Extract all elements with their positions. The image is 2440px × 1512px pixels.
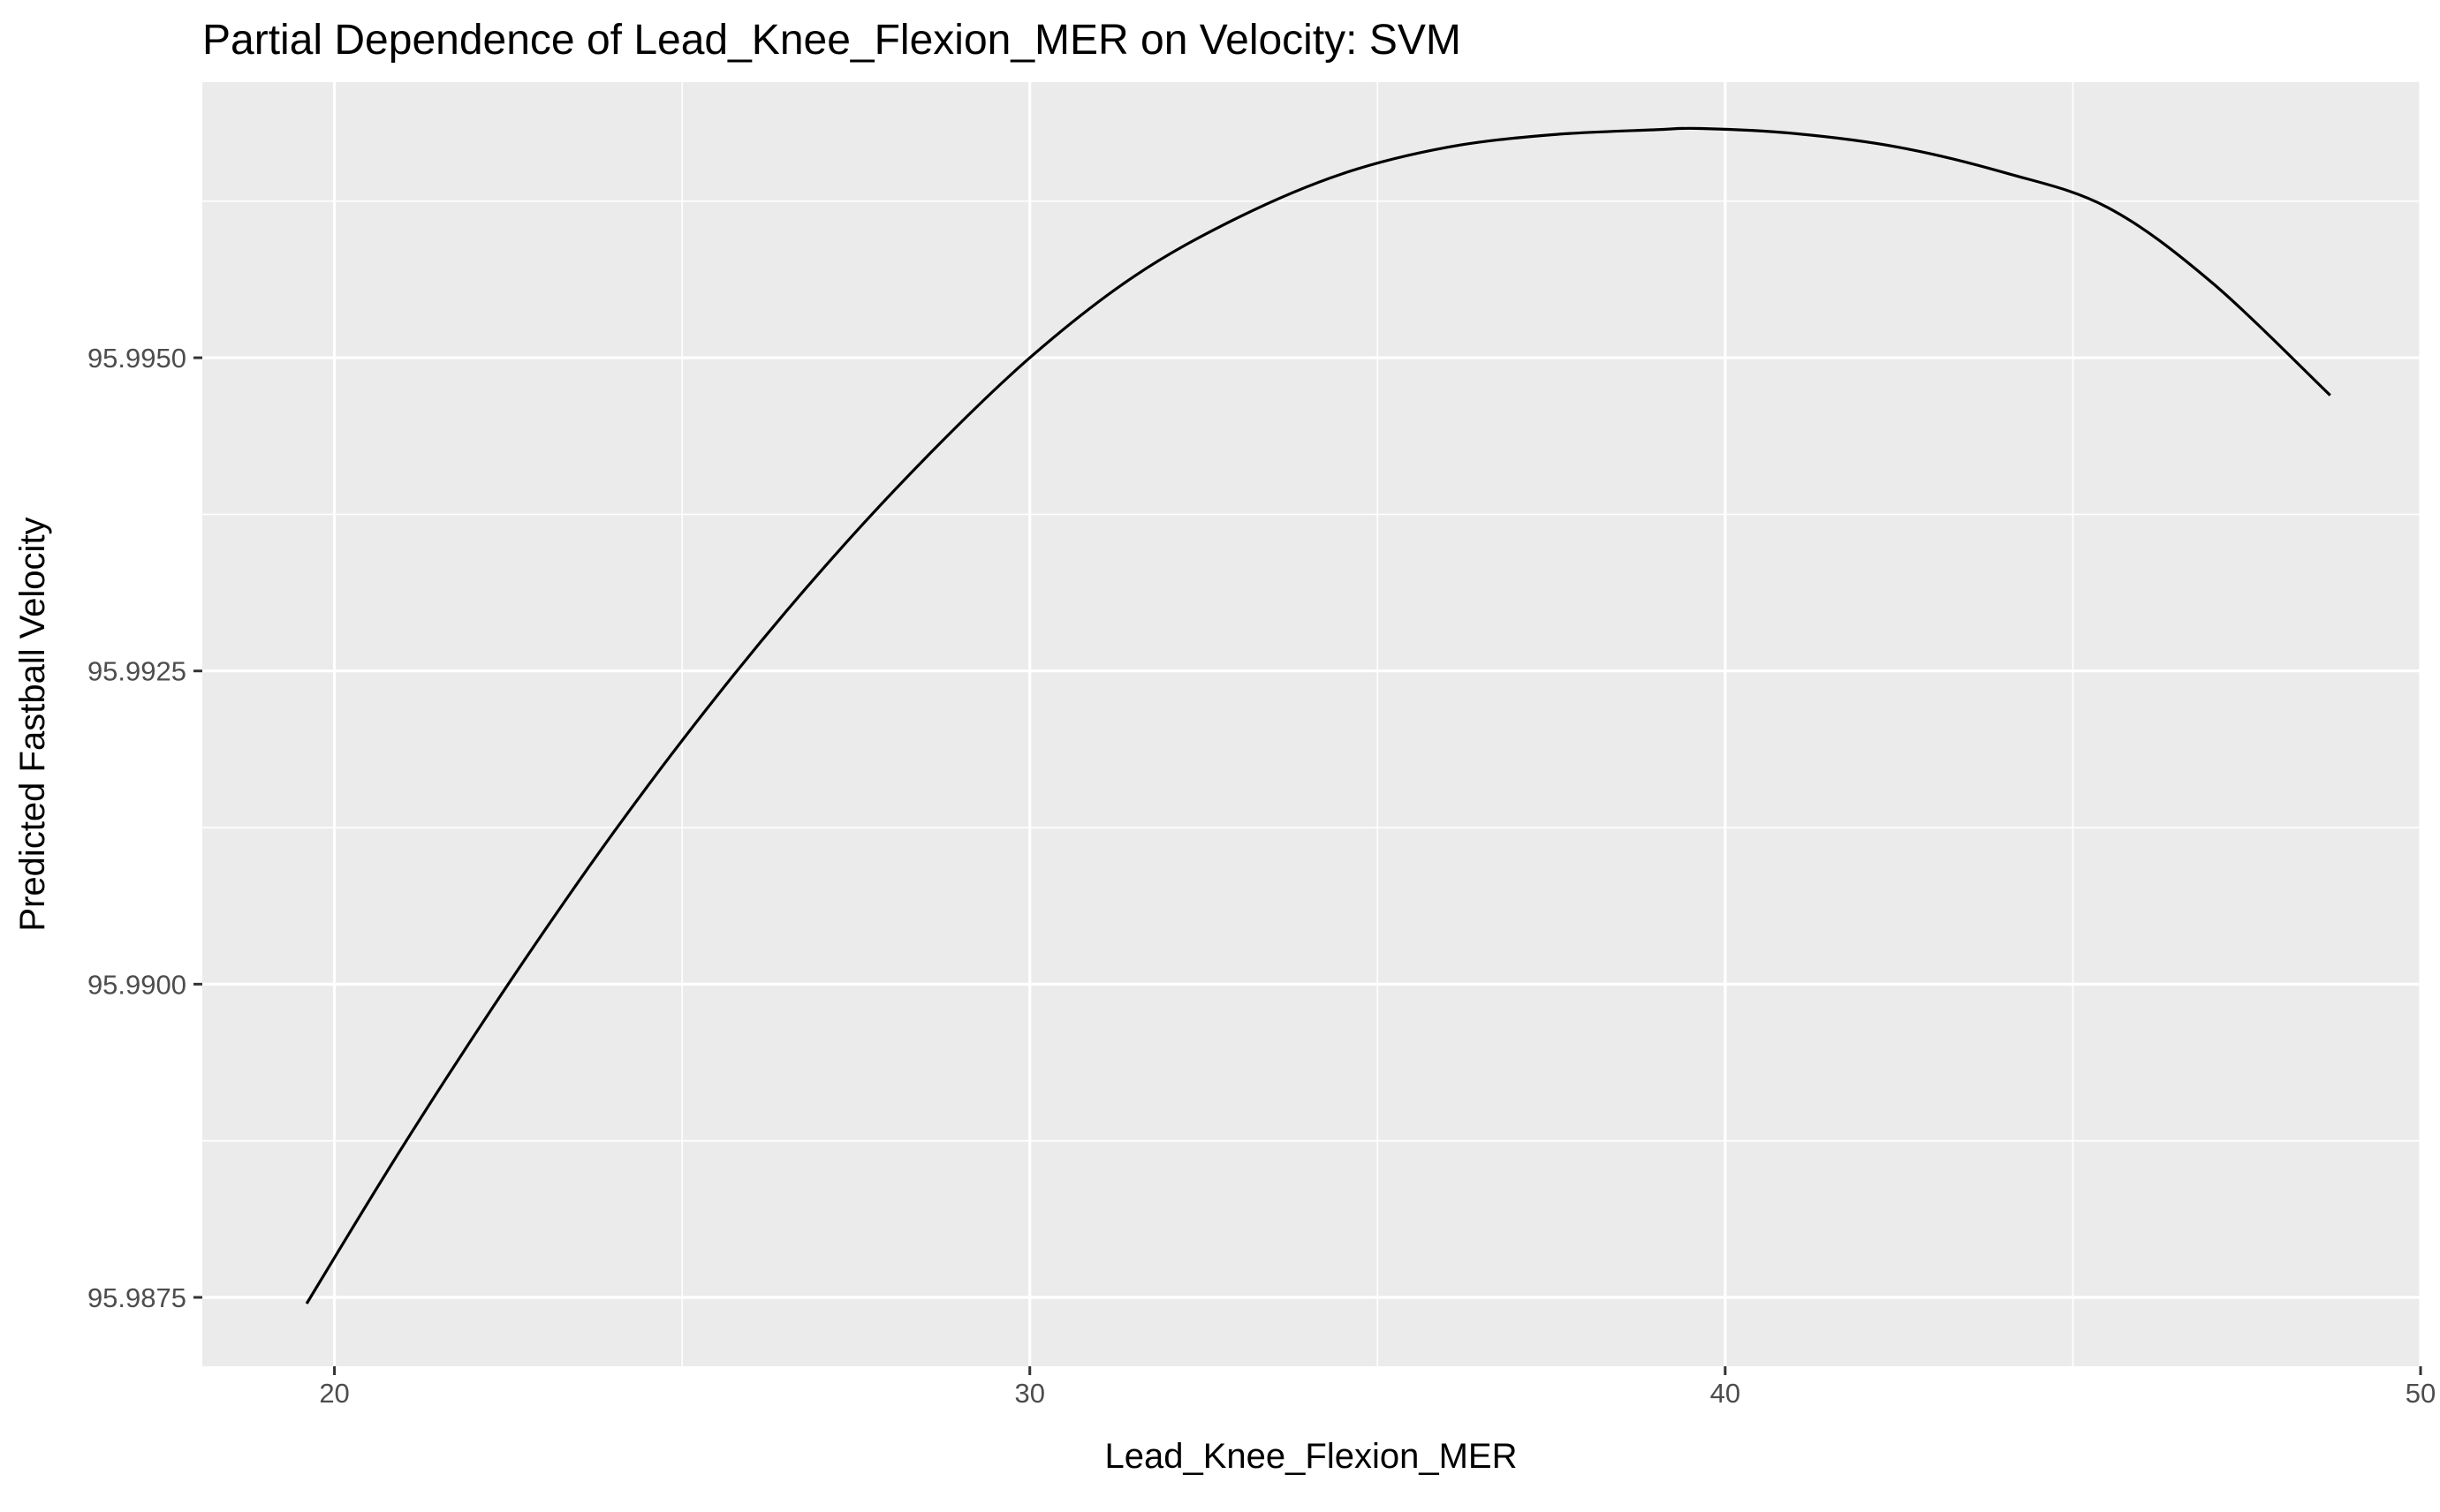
y-tick-label: 95.9875 bbox=[87, 1282, 186, 1313]
series-line bbox=[305, 126, 2331, 1304]
x-axis-title: Lead_Knee_Flexion_MER bbox=[1105, 1437, 1518, 1476]
y-axis: 95.9875 95.9900 95.9925 95.9950 bbox=[87, 343, 202, 1313]
plot-panel bbox=[202, 82, 2421, 1366]
x-tick-label: 20 bbox=[319, 1378, 349, 1409]
x-tick-label: 40 bbox=[1710, 1378, 1740, 1409]
chart-title: Partial Dependence of Lead_Knee_Flexion_… bbox=[202, 17, 1461, 64]
x-tick-label: 30 bbox=[1014, 1378, 1044, 1409]
y-axis-title: Predicted Fastball Velocity bbox=[13, 517, 52, 931]
y-tick-label: 95.9925 bbox=[87, 656, 186, 687]
x-tick-label: 50 bbox=[2406, 1378, 2436, 1409]
minor-gridlines bbox=[202, 82, 2421, 1366]
y-tick-label: 95.9900 bbox=[87, 969, 186, 1000]
x-axis: 20 30 40 50 bbox=[319, 1366, 2436, 1409]
major-gridlines bbox=[202, 82, 2422, 1366]
y-tick-label: 95.9950 bbox=[87, 343, 186, 374]
